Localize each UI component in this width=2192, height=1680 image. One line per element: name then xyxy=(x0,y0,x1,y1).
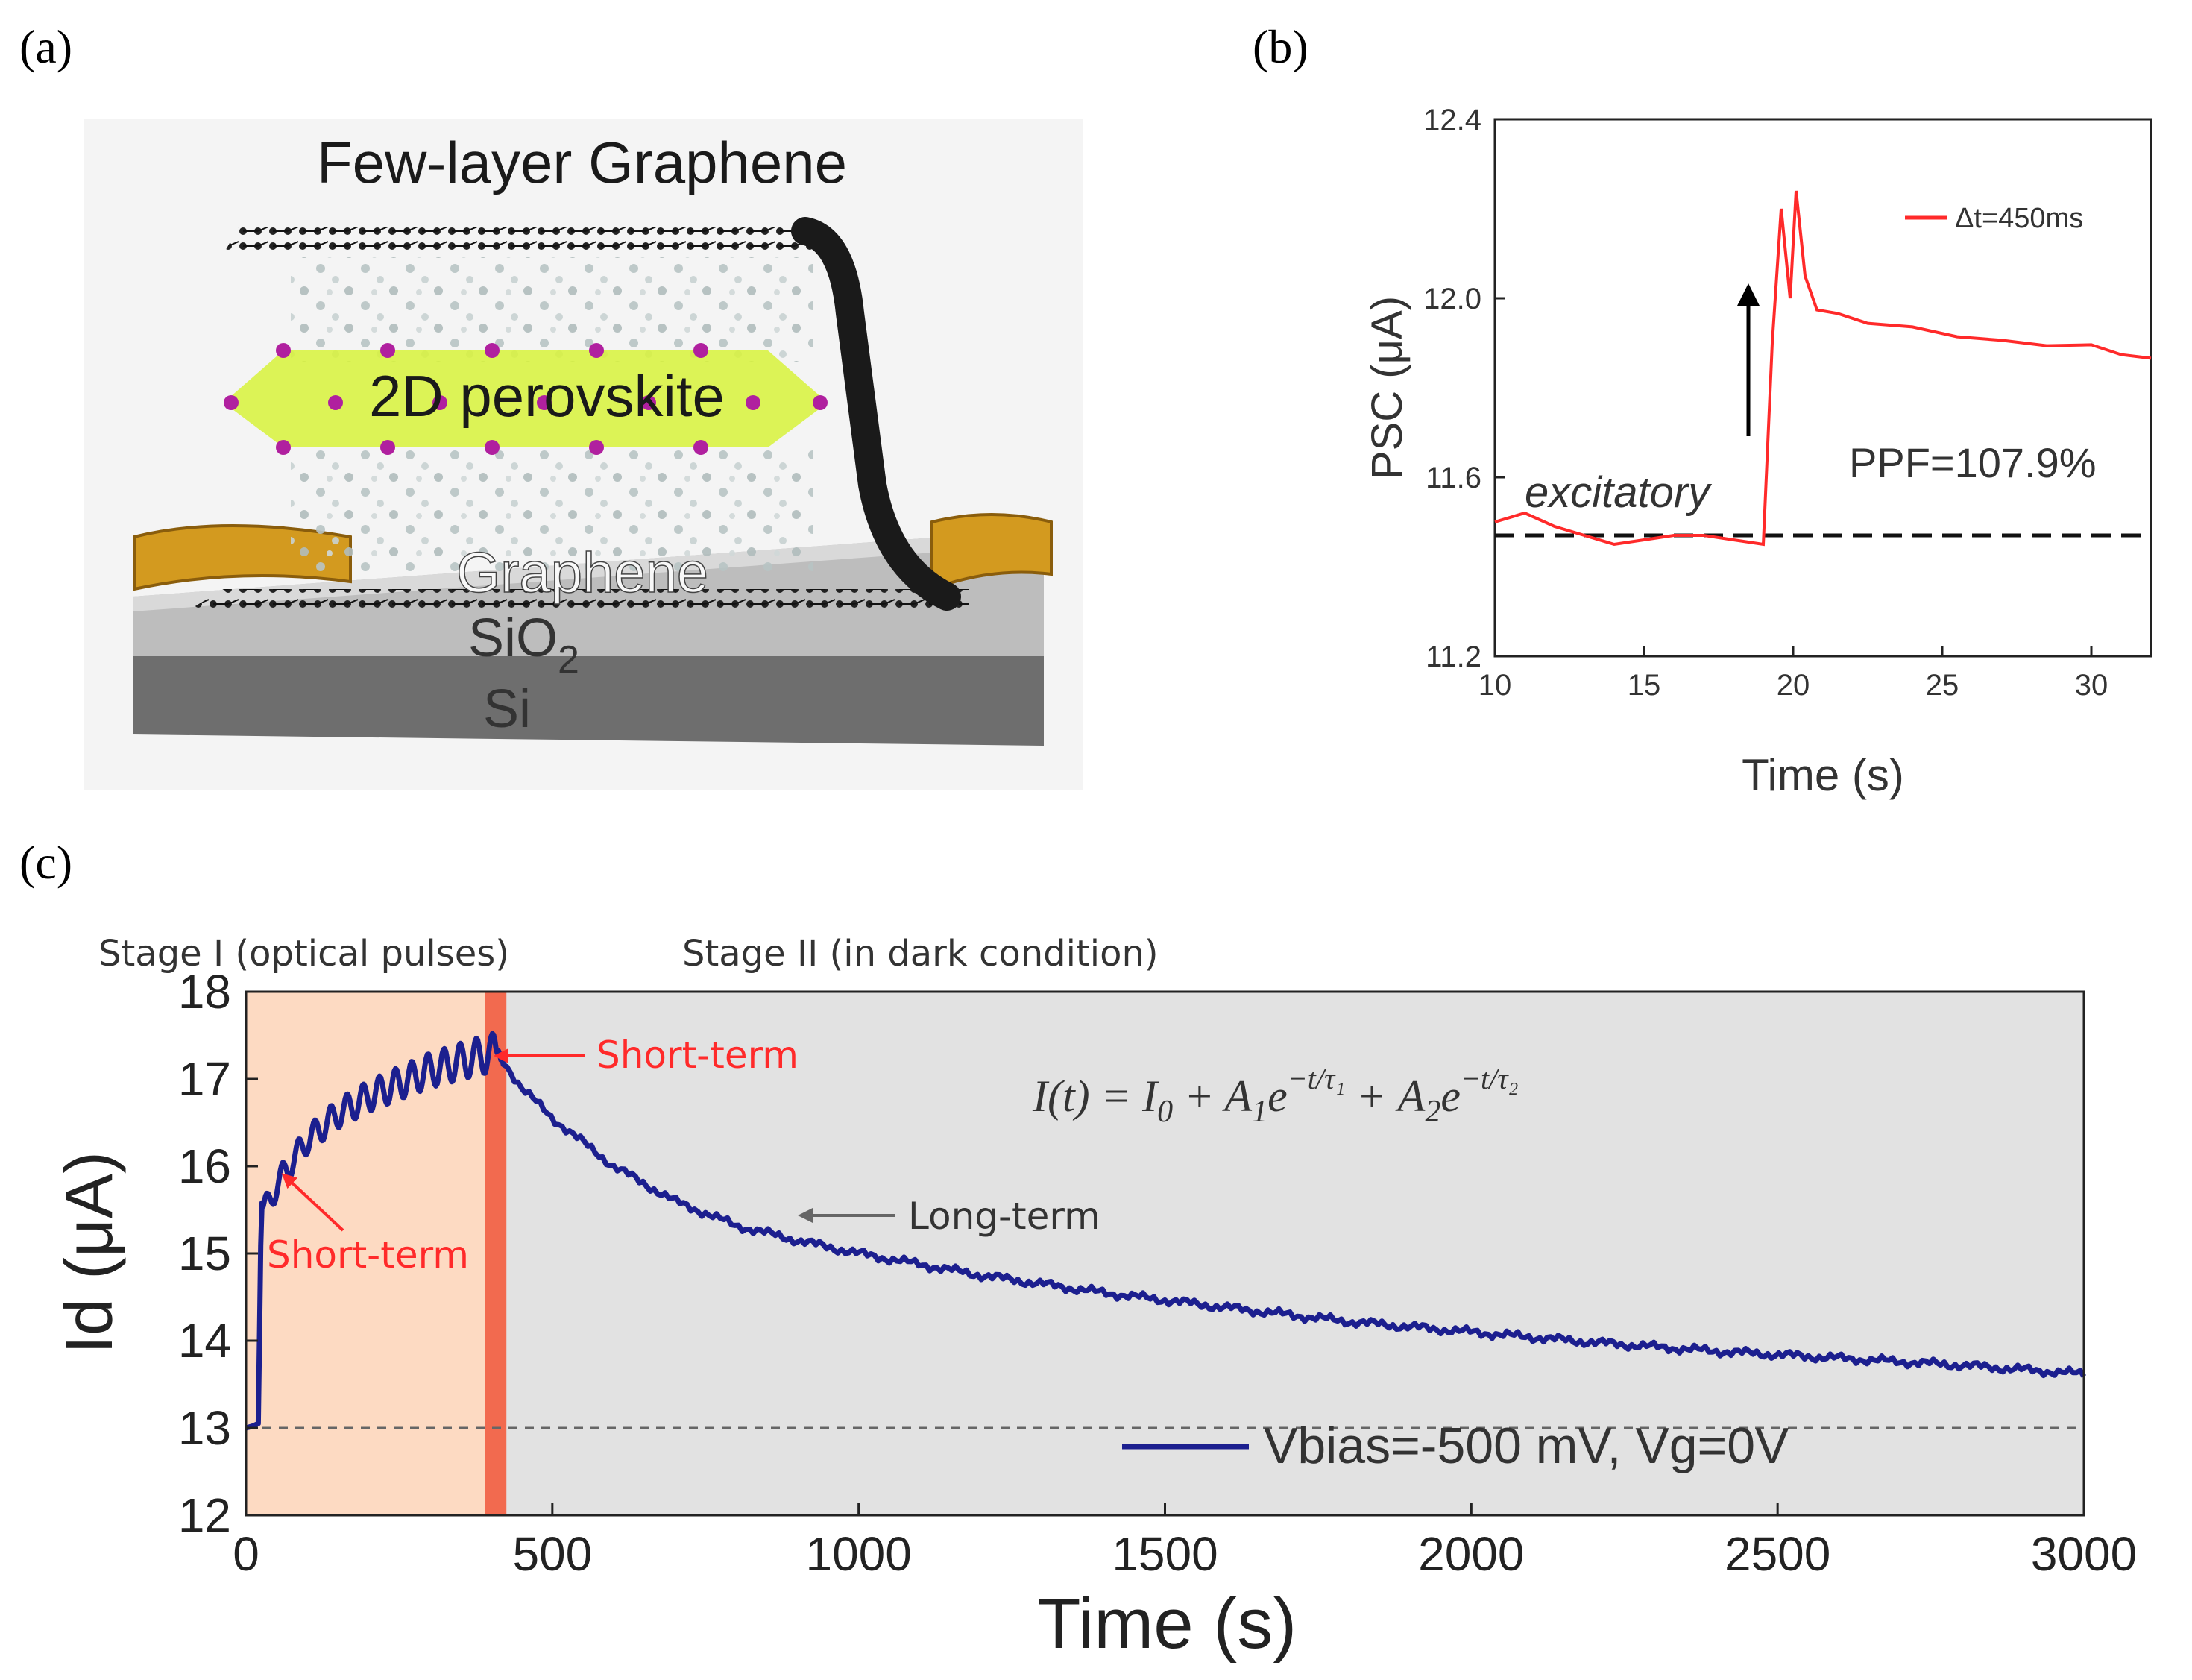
equation-e2: e xyxy=(1440,1072,1461,1121)
chart-c-series-line xyxy=(245,1031,2086,1431)
equation-sub-0: 0 xyxy=(1157,1095,1173,1129)
chart-c-annotation-short-term-1: Short-term xyxy=(596,1034,799,1077)
chart-c-annotation-long-term: Long-term xyxy=(908,1195,1100,1238)
perovskite-octahedra-layer xyxy=(224,350,828,447)
si-layer xyxy=(133,656,1044,746)
label-graphene: Graphene xyxy=(456,541,708,605)
chart-c-x-tick-label: 1000 xyxy=(805,1527,911,1581)
equation-exp-2: −t/τ₂ xyxy=(1461,1062,1518,1095)
label-few-layer-graphene: Few-layer Graphene xyxy=(317,130,847,195)
chart-c-annotation-short-term-2: Short-term xyxy=(267,1233,469,1277)
panel-label-b: (b) xyxy=(1253,20,1308,73)
perovskite-atoms xyxy=(224,343,828,455)
chart-c-y-tick-label: 16 xyxy=(178,1139,231,1193)
chart-c-x-tick-label: 1500 xyxy=(1112,1527,1218,1581)
chart-c-x-tick-label: 500 xyxy=(512,1527,592,1581)
chart-b-y-ticks: 11.2 11.6 12.0 12.4 xyxy=(1423,104,1505,673)
equation-sub-1: 1 xyxy=(1252,1095,1267,1129)
chart-c-x-tick-label: 2500 xyxy=(1725,1527,1830,1581)
device-schematic: Few-layer Graphene 2D perovskite Graphen… xyxy=(84,119,1083,790)
equation-plus-a2: + A xyxy=(1345,1072,1425,1121)
chart-c-y-tick-label: 18 xyxy=(178,965,231,1019)
chart-b-y-tick-label: 11.2 xyxy=(1426,641,1481,673)
chart-c-y-ticks: 12 13 14 15 16 17 18 xyxy=(178,965,258,1542)
equation-e1: e xyxy=(1267,1072,1288,1121)
chart-c-x-axis-label: Time (s) xyxy=(1037,1584,1297,1664)
chart-b-series-line xyxy=(1494,190,2152,547)
chart-c-equation: I(t) = I0 + A1e−t/τ₁ + A2e−t/τ₂ xyxy=(1032,1062,1518,1129)
chart-c-y-axis-label: Id (μA) xyxy=(52,1151,127,1354)
graphene-bend-contact xyxy=(791,217,961,611)
equation-exp-1: −t/τ₁ xyxy=(1288,1062,1345,1095)
chart-c-y-tick-label: 15 xyxy=(178,1227,231,1280)
chart-b-y-tick-label: 12.4 xyxy=(1423,104,1481,136)
chart-b-annotation-excitatory: excitatory xyxy=(1525,468,1712,517)
chart-b-plot-area xyxy=(1493,118,2152,658)
chart-c-x-tick-label: 3000 xyxy=(2031,1527,2137,1581)
panel-label-c: (c) xyxy=(19,836,72,889)
chart-b-x-ticks: 10 15 20 25 30 xyxy=(1478,646,2108,702)
label-si: Si xyxy=(483,679,531,739)
chart-b-x-tick-label: 10 xyxy=(1478,669,1512,702)
chart-b-y-tick-label: 12.0 xyxy=(1423,283,1481,315)
chart-c-arrow-short-term-2 xyxy=(281,1173,344,1232)
label-sio2: SiO2 xyxy=(468,608,579,682)
chart-c-x-tick-label: 2000 xyxy=(1418,1527,1524,1581)
chart-c-y-tick-label: 12 xyxy=(178,1488,231,1542)
chart-b-annotation-ppf: PPF=107.9% xyxy=(1849,439,2097,486)
chart-b-y-axis-label: PSC (μA) xyxy=(1363,296,1411,479)
chart-c-stage2-label: Stage II (in dark condition) xyxy=(682,933,1159,975)
panel-label-a: (a) xyxy=(19,20,72,73)
organic-spacer-bottom xyxy=(291,447,813,574)
chart-b-x-tick-label: 30 xyxy=(2075,669,2108,702)
right-gold-electrode xyxy=(930,513,1053,591)
label-sio2-subscript: 2 xyxy=(558,638,579,682)
equation-lhs: I(t) = I xyxy=(1032,1072,1159,1121)
chart-b-x-tick-label: 15 xyxy=(1628,669,1661,702)
chart-b-x-tick-label: 20 xyxy=(1777,669,1810,702)
chart-c-x-tick-label: 0 xyxy=(233,1527,259,1581)
organic-spacer-top xyxy=(291,257,813,362)
chart-c-stage1-label: Stage I (optical pulses) xyxy=(98,933,509,975)
chart-b-x-tick-label: 25 xyxy=(1926,669,1959,702)
bottom-graphene-sheet xyxy=(186,589,969,611)
chart-c-x-ticks: 0 500 1000 1500 2000 2500 3000 xyxy=(233,1503,2137,1581)
chart-b-y-tick-label: 11.6 xyxy=(1426,462,1481,494)
chart-c-y-tick-label: 13 xyxy=(178,1401,231,1455)
chart-c-legend-label: Vbias=-500 mV, Vg=0V xyxy=(1264,1418,1789,1474)
chart-b: 11.2 11.6 12.0 12.4 10 15 20 25 30 Δt=450ms exc… xyxy=(1363,104,2152,800)
equation-plus-a1: + A xyxy=(1173,1072,1252,1121)
chart-c-y-tick-label: 14 xyxy=(178,1314,231,1368)
chart-b-x-axis-label: Time (s) xyxy=(1742,750,1904,800)
label-2d-perovskite: 2D perovskite xyxy=(369,363,725,429)
equation-sub-2: 2 xyxy=(1425,1095,1440,1129)
chart-c-y-tick-label: 17 xyxy=(178,1052,231,1106)
top-graphene-sheet xyxy=(224,227,813,254)
chart-b-legend-label: Δt=450ms xyxy=(1955,203,2083,234)
label-sio2-base: SiO xyxy=(468,608,558,668)
